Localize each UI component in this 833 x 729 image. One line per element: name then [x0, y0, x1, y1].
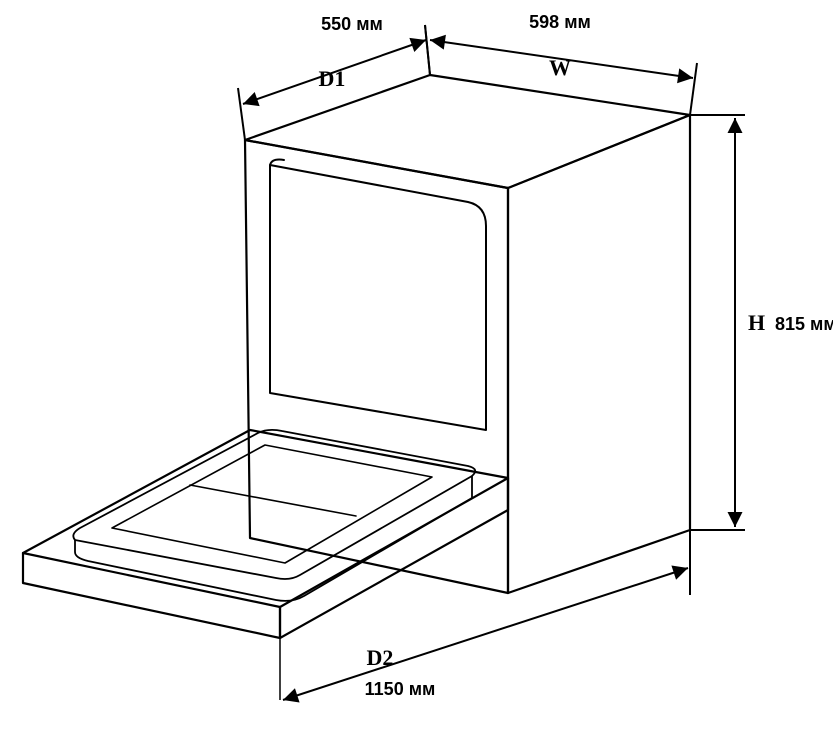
dim-value-d1: 550 мм	[321, 14, 383, 34]
dim-value-w: 598 мм	[529, 12, 591, 32]
dim-label-w: W	[549, 55, 571, 80]
dim-label-d1: D1	[319, 66, 346, 91]
dim-label-d2: D2	[367, 645, 394, 670]
appliance-body	[245, 75, 690, 593]
dim-value-h: 815 мм	[775, 314, 833, 334]
dimension-lines	[238, 25, 745, 700]
dishwasher-dimension-diagram: D1 550 мм W 598 мм H 815 мм D2 1150 мм	[0, 0, 833, 729]
open-door	[23, 430, 508, 638]
dim-label-h: H	[748, 310, 765, 335]
dim-value-d2: 1150 мм	[365, 679, 436, 699]
